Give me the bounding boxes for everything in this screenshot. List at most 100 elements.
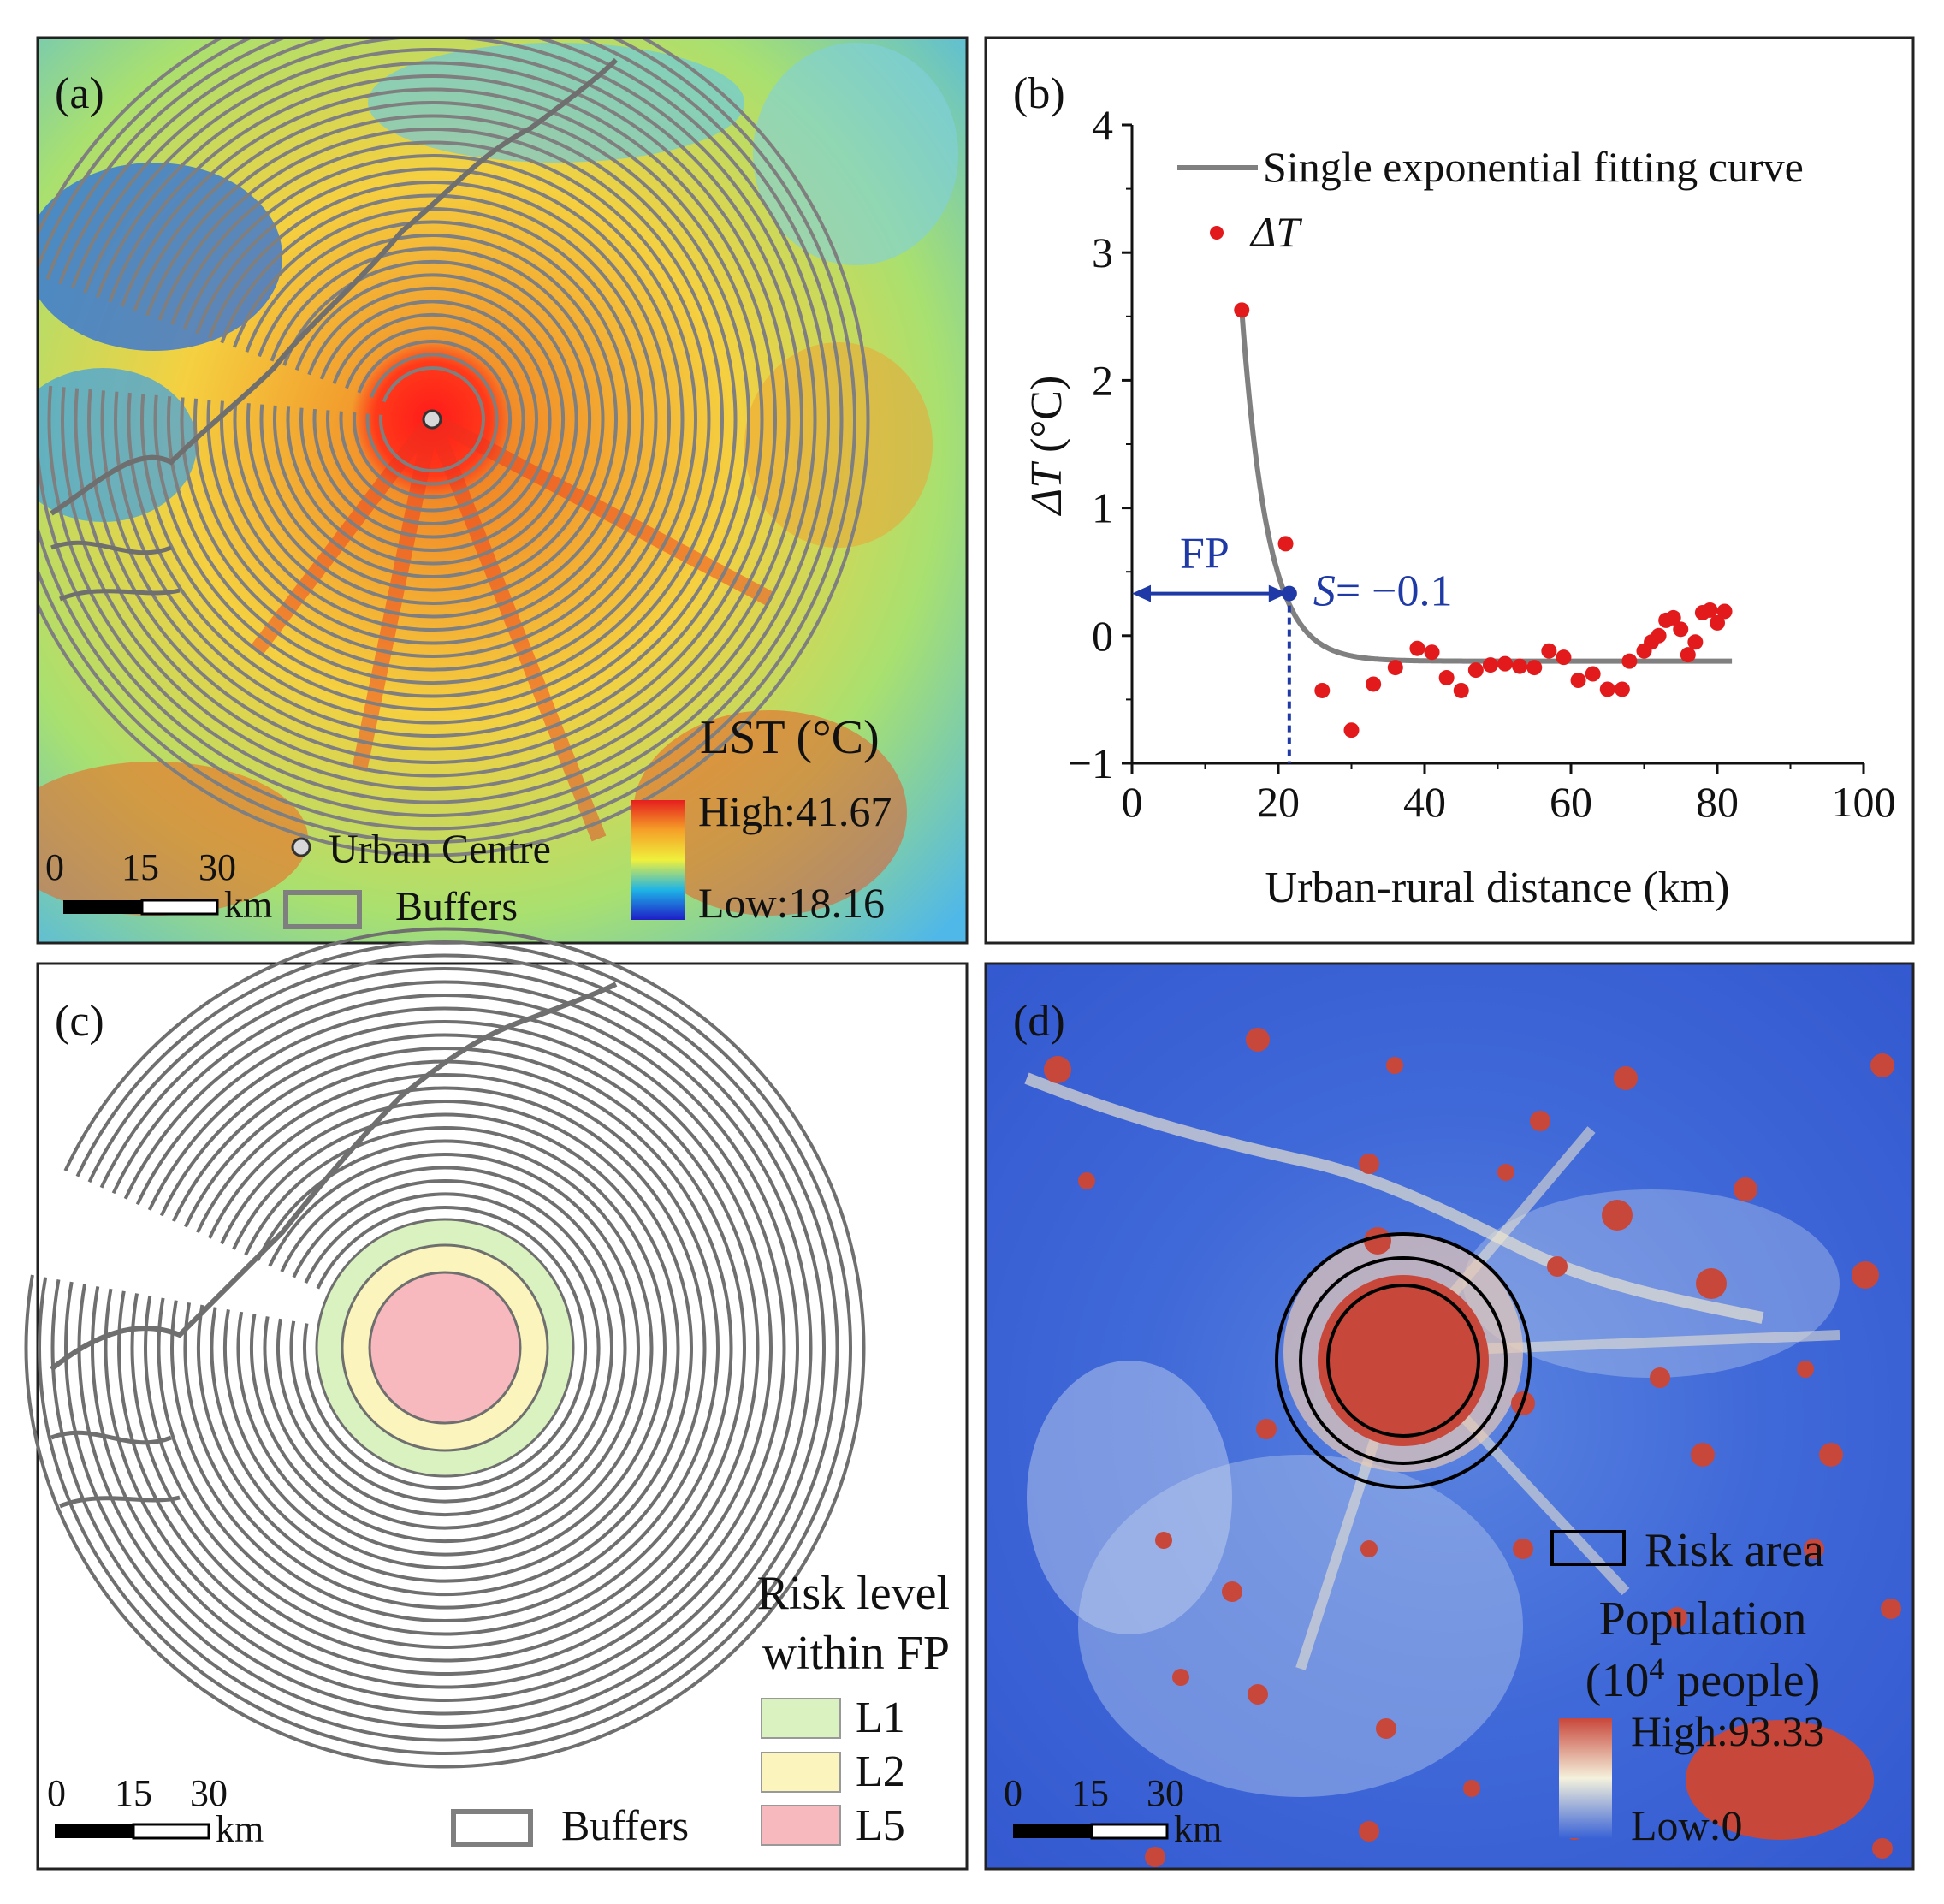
x-axis-title: Urban-rural distance (km): [1265, 863, 1730, 912]
population-hotspot: [1386, 1057, 1403, 1074]
population-hotspot: [1602, 1200, 1633, 1231]
slope-label-value: = −0.1: [1336, 567, 1453, 616]
population-hotspot: [1734, 1177, 1757, 1201]
risk-zone-l5: [368, 1271, 522, 1425]
buffer-a-ring: [87, 74, 777, 764]
delta-t-point: [1512, 658, 1528, 674]
scale-a-bar-white: [140, 899, 219, 916]
delta-t-point: [1702, 602, 1718, 618]
delta-t-point: [1234, 302, 1250, 318]
population-hotspot: [1614, 1066, 1638, 1090]
buffer-a-ring: [365, 353, 499, 486]
buffer-c-ring: [250, 1153, 640, 1543]
scale-d-unit: km: [1174, 1808, 1222, 1850]
delta-t-point: [1716, 603, 1733, 620]
buffer-c-ring: [289, 1192, 601, 1504]
buffer-a-ring: [61, 48, 803, 791]
delta-t-point: [1556, 649, 1572, 666]
delta-t-point: [1585, 666, 1601, 682]
delta-t-point: [1453, 682, 1469, 698]
buffer-a-ring: [259, 246, 605, 592]
population-hotspot: [1256, 1419, 1277, 1439]
x-axis-ticks: 0 20 40 60 80 100: [1122, 763, 1896, 826]
city-core-population: [1318, 1275, 1489, 1446]
population-hotspot: [1497, 1164, 1514, 1181]
lst-raster-map: [38, 38, 967, 943]
population-legend-title-suffix: people): [1664, 1654, 1820, 1707]
delta-t-point: [1366, 676, 1382, 692]
population-hotspot: [1547, 1256, 1568, 1277]
population-colorbar: [1559, 1718, 1612, 1838]
panel-a: (a) LST (°C) High:41.67 Low:18.16 Urban …: [36, 36, 969, 945]
population-hotspot: [1359, 1821, 1379, 1842]
population-hotspot: [1155, 1532, 1172, 1549]
population-hotspot: [1852, 1261, 1879, 1289]
y-tick-label: 3: [1092, 228, 1113, 276]
scale-c-unit: km: [216, 1808, 264, 1850]
x-tick-label: 20: [1257, 778, 1300, 826]
delta-t-point: [1599, 681, 1615, 697]
risk-legend-l5-swatch: [761, 1805, 841, 1846]
buffer-c-ring: [303, 1206, 587, 1490]
scale-c-bar-white: [132, 1823, 210, 1840]
lst-legend-title: LST (°C): [700, 711, 880, 764]
x-tick-label: 60: [1550, 778, 1592, 826]
delta-t-point: [1680, 647, 1696, 663]
buffer-a-ring: [353, 340, 512, 499]
buffer-a-ring: [273, 260, 591, 578]
legend-delta-t-swatch: [1210, 226, 1224, 240]
buffer-a-ring: [220, 207, 644, 632]
x-tick-label: 40: [1403, 778, 1446, 826]
population-hotspot: [1530, 1111, 1550, 1131]
buffer-c-ring: [24, 927, 866, 1769]
scale-a-bar-black: [63, 900, 142, 914]
coastline-a: [50, 57, 619, 516]
buffer-a-ring: [246, 234, 618, 605]
x-tick-label: 100: [1832, 778, 1896, 826]
y-axis-title-symbol: ΔT: [1022, 461, 1071, 517]
buffer-c-ring: [38, 940, 852, 1755]
buffer-c-ring: [91, 994, 800, 1702]
urban-centre-legend-icon: [291, 837, 311, 857]
population-legend-title-line1: Population: [1599, 1593, 1807, 1646]
legend-delta-t-label: ΔT: [1249, 208, 1302, 256]
buffer-a-ring: [114, 101, 750, 738]
buffer-c-ring: [157, 1059, 733, 1636]
x-tick-label: 0: [1122, 778, 1143, 826]
buffer-a-ring: [140, 128, 724, 711]
buffer-a-ring: [312, 300, 552, 539]
buffer-a-ring: [339, 326, 525, 513]
delta-t-point: [1438, 670, 1455, 686]
buffer-c-ring: [263, 1166, 627, 1530]
scale-a-tick-15: 15: [122, 846, 159, 888]
population-hotspot: [1463, 1780, 1480, 1797]
delta-t-point: [1387, 660, 1403, 676]
scale-a-tick-0: 0: [45, 846, 64, 888]
buffer-a-ring: [206, 193, 658, 645]
buffer-c-ring: [117, 1020, 773, 1676]
delta-t-point: [1673, 621, 1689, 638]
lst-legend-low: Low:18.16: [698, 879, 885, 927]
population-hotspots: [1044, 1028, 1901, 1867]
panel-a-label: (a): [55, 69, 104, 118]
delta-t-point: [1710, 614, 1725, 631]
scale-d-tick-30: 30: [1147, 1772, 1184, 1814]
delta-t-point: [1409, 640, 1425, 656]
population-hotspot: [1804, 1539, 1824, 1559]
risk-legend-l1-label: L1: [856, 1693, 905, 1742]
risk-area-ring-outer: [1275, 1232, 1532, 1489]
population-hotspot: [1360, 1540, 1378, 1557]
buffer-c-ring: [223, 1126, 667, 1569]
buffer-a-ring: [193, 181, 671, 658]
fp-point: [1281, 585, 1297, 602]
y-axis-title-unit: (°C): [1022, 376, 1071, 464]
population-legend-high: High:93.33: [1631, 1707, 1824, 1755]
buffers-rings-a: [38, 38, 870, 857]
risk-legend-title-line2: within FP: [762, 1627, 950, 1680]
lst-colorbar: [631, 800, 685, 920]
population-hotspot: [1513, 1539, 1533, 1559]
coastline-c: [50, 982, 618, 1372]
